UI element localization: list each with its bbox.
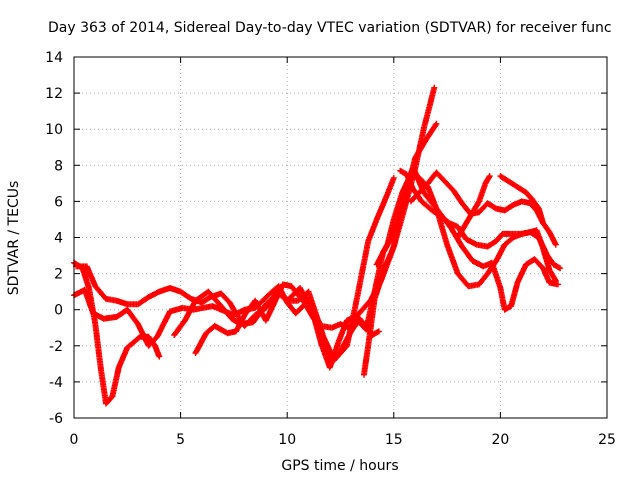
grid [74, 57, 607, 418]
y-tick-label: 8 [54, 158, 63, 174]
data-points [71, 84, 564, 407]
x-tick-label: 10 [278, 432, 296, 448]
series-track-11 [497, 173, 546, 227]
x-tick-label: 5 [176, 432, 185, 448]
y-tick-label: 14 [45, 50, 63, 66]
y-tick-label: 10 [45, 122, 63, 138]
axis-ticks: 0 5 10 15 20 25 -6 -4 -2 0 2 4 6 8 10 12 14 [45, 50, 616, 448]
y-tick-label: 6 [54, 194, 63, 210]
x-tick-label: 0 [70, 432, 79, 448]
series-track-8 [397, 167, 564, 272]
x-axis-label: GPS time / hours [281, 458, 398, 474]
series-track-10 [454, 173, 493, 241]
y-tick-label: -6 [49, 411, 63, 427]
chart-title: Day 363 of 2014, Sidereal Day-to-day VTE… [48, 20, 612, 36]
y-tick-label: 4 [54, 231, 63, 247]
y-tick-label: -2 [49, 339, 63, 355]
y-tick-label: 2 [54, 267, 63, 283]
y-tick-label: -4 [49, 375, 63, 391]
y-axis-label: SDTVAR / TECUs [6, 181, 22, 296]
x-tick-label: 25 [598, 432, 616, 448]
y-tick-label: 12 [45, 86, 63, 102]
y-tick-label: 0 [54, 303, 63, 319]
x-tick-label: 15 [385, 432, 403, 448]
x-tick-label: 20 [491, 432, 509, 448]
